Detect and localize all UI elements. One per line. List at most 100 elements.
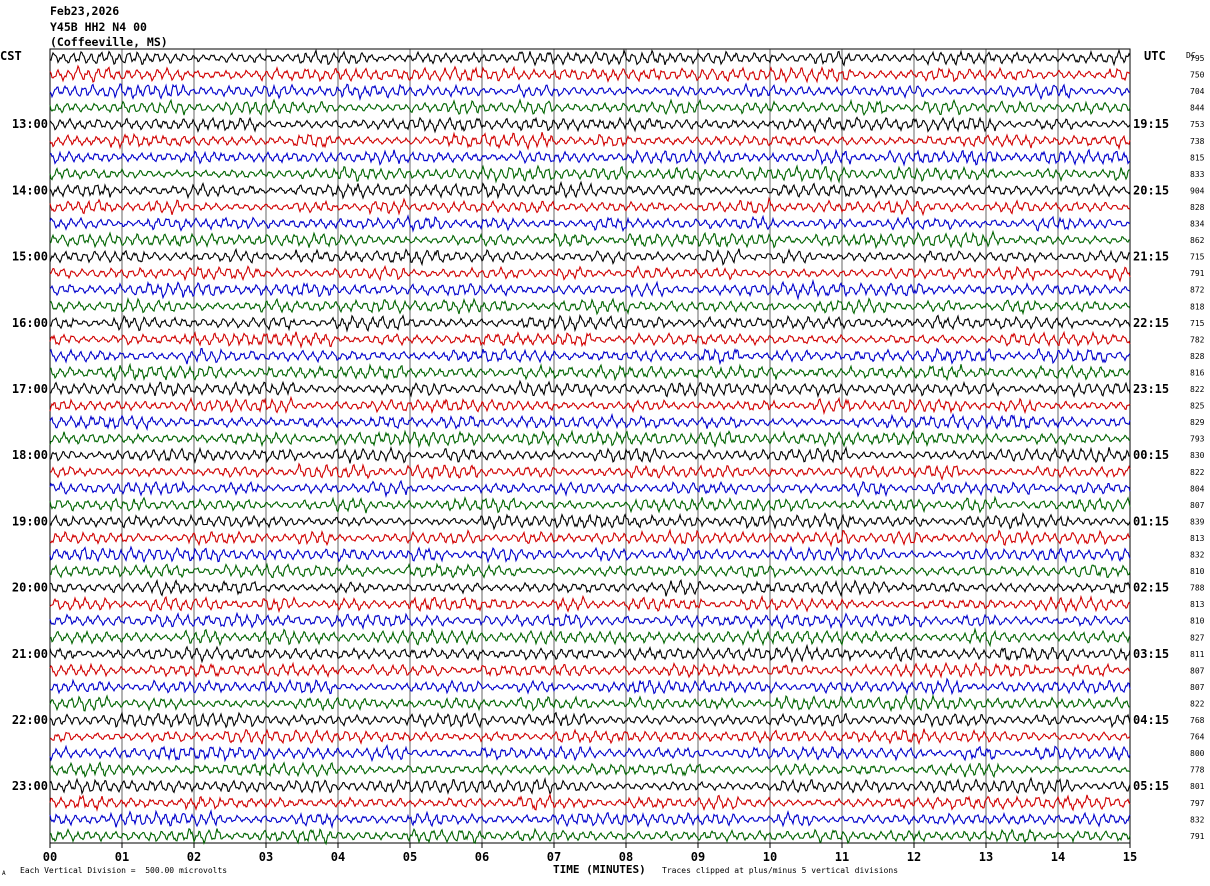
dc-offset-label: 807 — [1190, 501, 1205, 510]
seismic-trace — [49, 611, 1131, 631]
seismic-trace — [49, 247, 1131, 267]
right-timezone-label: UTC — [1144, 49, 1166, 63]
date-label: Feb23,2026 — [50, 4, 120, 18]
x-tick-label: 13 — [979, 850, 993, 864]
dc-offset-label: 815 — [1190, 153, 1205, 162]
x-tick-label: 11 — [835, 850, 849, 864]
dc-offset-label: 825 — [1190, 402, 1205, 411]
seismic-trace — [49, 776, 1131, 796]
dc-offset-label: 832 — [1190, 551, 1205, 560]
seismic-trace — [49, 528, 1131, 548]
seismic-trace — [49, 64, 1131, 84]
dc-offset-label: 810 — [1190, 617, 1205, 626]
x-tick-label: 09 — [691, 850, 705, 864]
seismic-trace — [49, 82, 1131, 101]
seismic-trace — [49, 264, 1131, 283]
right-hour-label: 21:15 — [1133, 250, 1169, 264]
seismic-trace — [49, 196, 1131, 217]
left-hour-label: 13:00 — [12, 117, 48, 131]
left-hour-label: 16:00 — [12, 316, 48, 330]
dc-offset-label: 827 — [1190, 633, 1205, 642]
x-tick-label: 07 — [547, 850, 561, 864]
dc-offset-label: 828 — [1190, 352, 1205, 361]
right-hour-label: 20:15 — [1133, 183, 1169, 197]
dc-offset-label: 738 — [1190, 137, 1205, 146]
seismic-trace — [49, 578, 1131, 597]
dc-offset-label: 793 — [1190, 435, 1205, 444]
seismic-trace — [49, 412, 1131, 432]
dc-offset-label: 768 — [1190, 716, 1205, 725]
seismic-trace — [49, 545, 1131, 564]
left-hour-label: 17:00 — [12, 382, 48, 396]
seismic-trace — [49, 395, 1131, 416]
right-hour-label: 00:15 — [1133, 448, 1169, 462]
seismic-trace — [49, 677, 1131, 696]
dc-offset-label: 818 — [1190, 302, 1205, 311]
seismic-trace — [49, 711, 1131, 729]
dc-offset-label: 704 — [1190, 87, 1205, 96]
dc-offset-label: 822 — [1190, 468, 1205, 477]
x-axis-title: TIME (MINUTES) — [553, 863, 646, 876]
dc-offset-label: 832 — [1190, 815, 1205, 824]
grid — [49, 48, 1131, 848]
dc-offset-label: 834 — [1190, 220, 1205, 229]
x-tick-label: 00 — [43, 850, 57, 864]
seismic-trace — [50, 462, 1131, 481]
plot-header: Feb23,2026 Y45B HH2 N4 00 (Coffeeville, … — [50, 4, 168, 51]
dc-offset-label: 872 — [1190, 286, 1205, 295]
corner-mark: A — [2, 870, 6, 877]
dc-offset-label: 830 — [1190, 451, 1205, 460]
dc-offset-label: 715 — [1190, 253, 1205, 262]
dc-offset-label: 813 — [1190, 600, 1205, 609]
right-hour-label: 05:15 — [1133, 779, 1169, 793]
left-hour-label: 15:00 — [12, 250, 48, 264]
seismic-trace — [49, 330, 1131, 349]
dc-offset-label: 791 — [1190, 269, 1205, 278]
seismic-trace — [49, 643, 1131, 664]
seismic-trace — [49, 314, 1131, 333]
left-hour-label: 19:00 — [12, 514, 48, 528]
seismic-trace — [49, 429, 1131, 449]
scale-note: Each Vertical Division = 500.00 microvol… — [20, 866, 228, 875]
right-hour-label: 02:15 — [1133, 581, 1169, 595]
right-hour-label: 01:15 — [1133, 514, 1169, 528]
seismic-trace — [49, 164, 1130, 184]
left-hour-label: 18:00 — [12, 448, 48, 462]
x-tick-label: 12 — [907, 850, 921, 864]
station-label: Y45B HH2 N4 00 — [50, 19, 147, 34]
x-tick-label: 06 — [475, 850, 489, 864]
dc-offset-label: 862 — [1190, 236, 1205, 245]
seismic-trace — [49, 98, 1131, 117]
dc-offset-label: 801 — [1190, 782, 1205, 791]
dc-offset-label: 753 — [1190, 120, 1205, 129]
x-tick-label: 08 — [619, 850, 633, 864]
dc-offset-label: 782 — [1190, 335, 1205, 344]
seismic-trace — [49, 512, 1131, 531]
dc-offset-label: 807 — [1190, 666, 1205, 675]
right-hour-label: 03:15 — [1133, 647, 1169, 661]
dc-offset-label: 829 — [1190, 418, 1205, 427]
dc-offset-label: 807 — [1190, 683, 1205, 692]
seismic-trace — [49, 446, 1131, 464]
dc-offset-label: 822 — [1190, 699, 1205, 708]
dc-offset-label: 822 — [1190, 385, 1205, 394]
x-tick-label: 01 — [115, 850, 129, 864]
left-hour-label: 22:00 — [12, 713, 48, 727]
dc-offset-label: 811 — [1190, 650, 1205, 659]
dc-offset-label: 810 — [1190, 567, 1205, 576]
left-hour-label: 23:00 — [12, 779, 48, 793]
seismic-trace — [49, 728, 1131, 746]
dc-offset-label: 791 — [1190, 832, 1205, 841]
seismic-trace — [49, 792, 1131, 812]
location-label: (Coffeeville, MS) — [50, 35, 168, 49]
dc-offset-label: 839 — [1190, 517, 1205, 526]
x-tick-label: 10 — [763, 850, 777, 864]
dc-offset-label: 797 — [1190, 799, 1205, 808]
axis-labels: CST UTC DC 00 01 02 03 04 05 06 07 08 09 10 11 12 13 1… — [0, 49, 1205, 864]
dc-offset-label: 904 — [1190, 186, 1205, 195]
seismic-trace — [49, 743, 1131, 763]
seismic-trace — [49, 297, 1131, 316]
clip-note: Traces clipped at plus/minus 5 vertical … — [662, 866, 899, 875]
dc-header-label: DC — [1186, 51, 1196, 60]
